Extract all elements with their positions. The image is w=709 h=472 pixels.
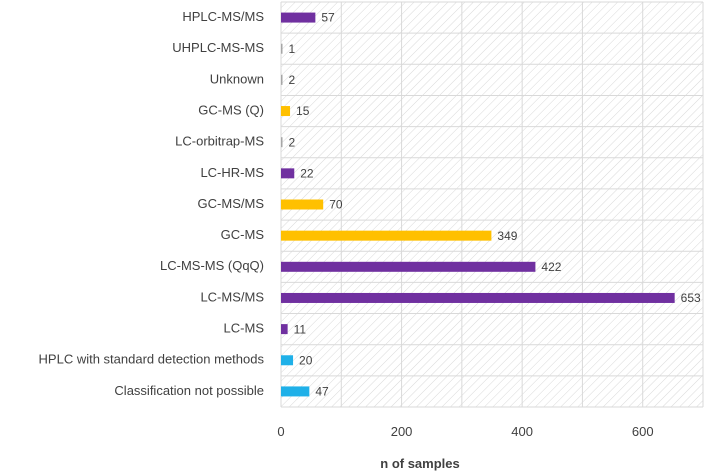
bar [281,168,295,179]
value-label: 2 [289,73,296,87]
category-labels: Classification not possible HPLC with sta… [39,9,265,398]
category-label: GC-MS/MS [198,196,265,211]
category-label: LC-MS [224,321,265,336]
bar [281,386,310,397]
category-label: LC-HR-MS [200,165,264,180]
value-label: 1 [289,42,296,56]
bar [281,137,283,148]
bar [281,74,283,85]
value-label: 15 [296,104,310,118]
bars [281,12,675,397]
value-label: 11 [294,322,307,336]
plot-area [281,2,703,407]
bar [281,106,291,117]
x-axis-title: n of samples [380,456,459,471]
category-label: LC-orbitrap-MS [175,134,264,149]
value-label: 2 [289,135,296,149]
x-axis-ticks: 0 200 400 600 [277,424,653,439]
category-label: Unknown [210,71,264,86]
value-label: 47 [315,385,329,399]
category-label: GC-MS (Q) [198,102,264,117]
bar [281,230,492,241]
x-tick-label: 0 [277,424,284,439]
bar [281,12,316,23]
value-label: 20 [299,353,313,367]
category-label: Classification not possible [114,383,264,398]
category-label: LC-MS-MS (QqQ) [160,258,264,273]
category-label: HPLC-MS/MS [182,9,264,24]
category-label: UHPLC-MS-MS [172,40,264,55]
x-tick-label: 400 [511,424,533,439]
bar [281,355,294,366]
value-label: 22 [300,167,314,181]
value-label: 653 [681,291,701,305]
gridlines [280,1,704,408]
value-label: 57 [321,11,335,25]
x-tick-label: 600 [632,424,654,439]
bar [281,43,283,54]
bar [281,324,288,335]
bar [281,261,536,272]
value-label: 349 [497,229,517,243]
category-label: LC-MS/MS [200,289,264,304]
category-label: GC-MS [221,227,265,242]
category-label: HPLC with standard detection methods [39,352,265,367]
bar [281,292,675,303]
value-label: 70 [329,198,343,212]
x-tick-label: 200 [391,424,413,439]
value-label: 422 [541,260,561,274]
bar [281,199,324,210]
